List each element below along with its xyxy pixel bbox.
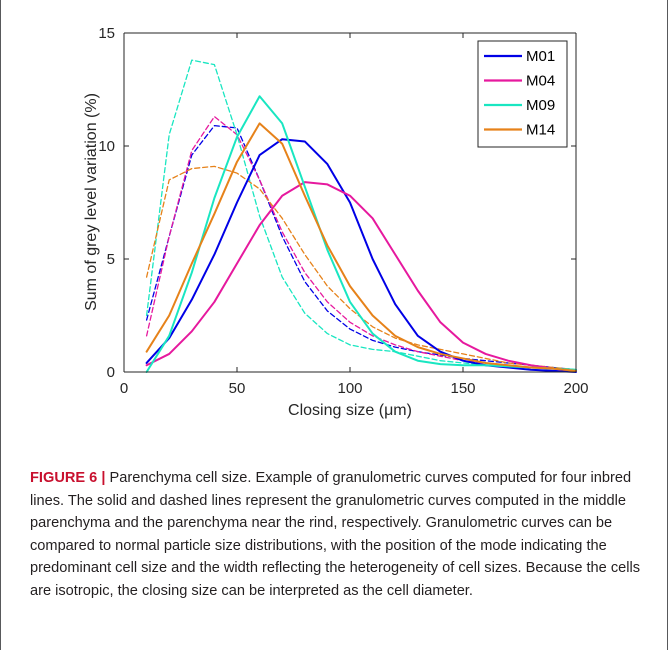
x-tick-label: 100: [337, 380, 362, 397]
y-tick-label: 15: [98, 25, 115, 42]
solid-series-line-m14: [145, 122, 577, 372]
y-tick-label: 10: [98, 138, 115, 155]
y-axis-title: Sum of grey level variation (%): [83, 93, 100, 311]
y-tick-label: 0: [107, 364, 115, 381]
legend: M01 M04 M09 M14: [477, 40, 568, 148]
legend-label-m01: M01: [526, 48, 555, 65]
caption-text: Parenchyma cell size. Example of granulo…: [30, 470, 641, 599]
solid-series-line-m04: [145, 181, 577, 372]
series-layer: [145, 59, 577, 373]
figure-caption: FIGURE 6 | Parenchyma cell size. Example…: [30, 467, 652, 602]
y-tick-label: 5: [107, 251, 115, 268]
legend-label-m04: M04: [526, 73, 555, 90]
granulometric-chart: 0 50 100 150 200 0 5 10 15 Closing size (μm) Sum…: [83, 25, 589, 419]
x-axis-title: Closing size (μm): [288, 402, 412, 419]
x-tick-label: 0: [120, 380, 128, 397]
x-tick-label: 200: [563, 380, 588, 397]
legend-label-m14: M14: [526, 122, 555, 139]
legend-label-m09: M09: [526, 97, 555, 114]
x-tick-label: 150: [450, 380, 475, 397]
solid-series-line-m09: [145, 95, 577, 373]
ticks-layer: 0 50 100 150 200 0 5 10 15: [98, 25, 588, 397]
figure-label: FIGURE 6 |: [30, 470, 106, 486]
x-tick-label: 50: [229, 380, 246, 397]
